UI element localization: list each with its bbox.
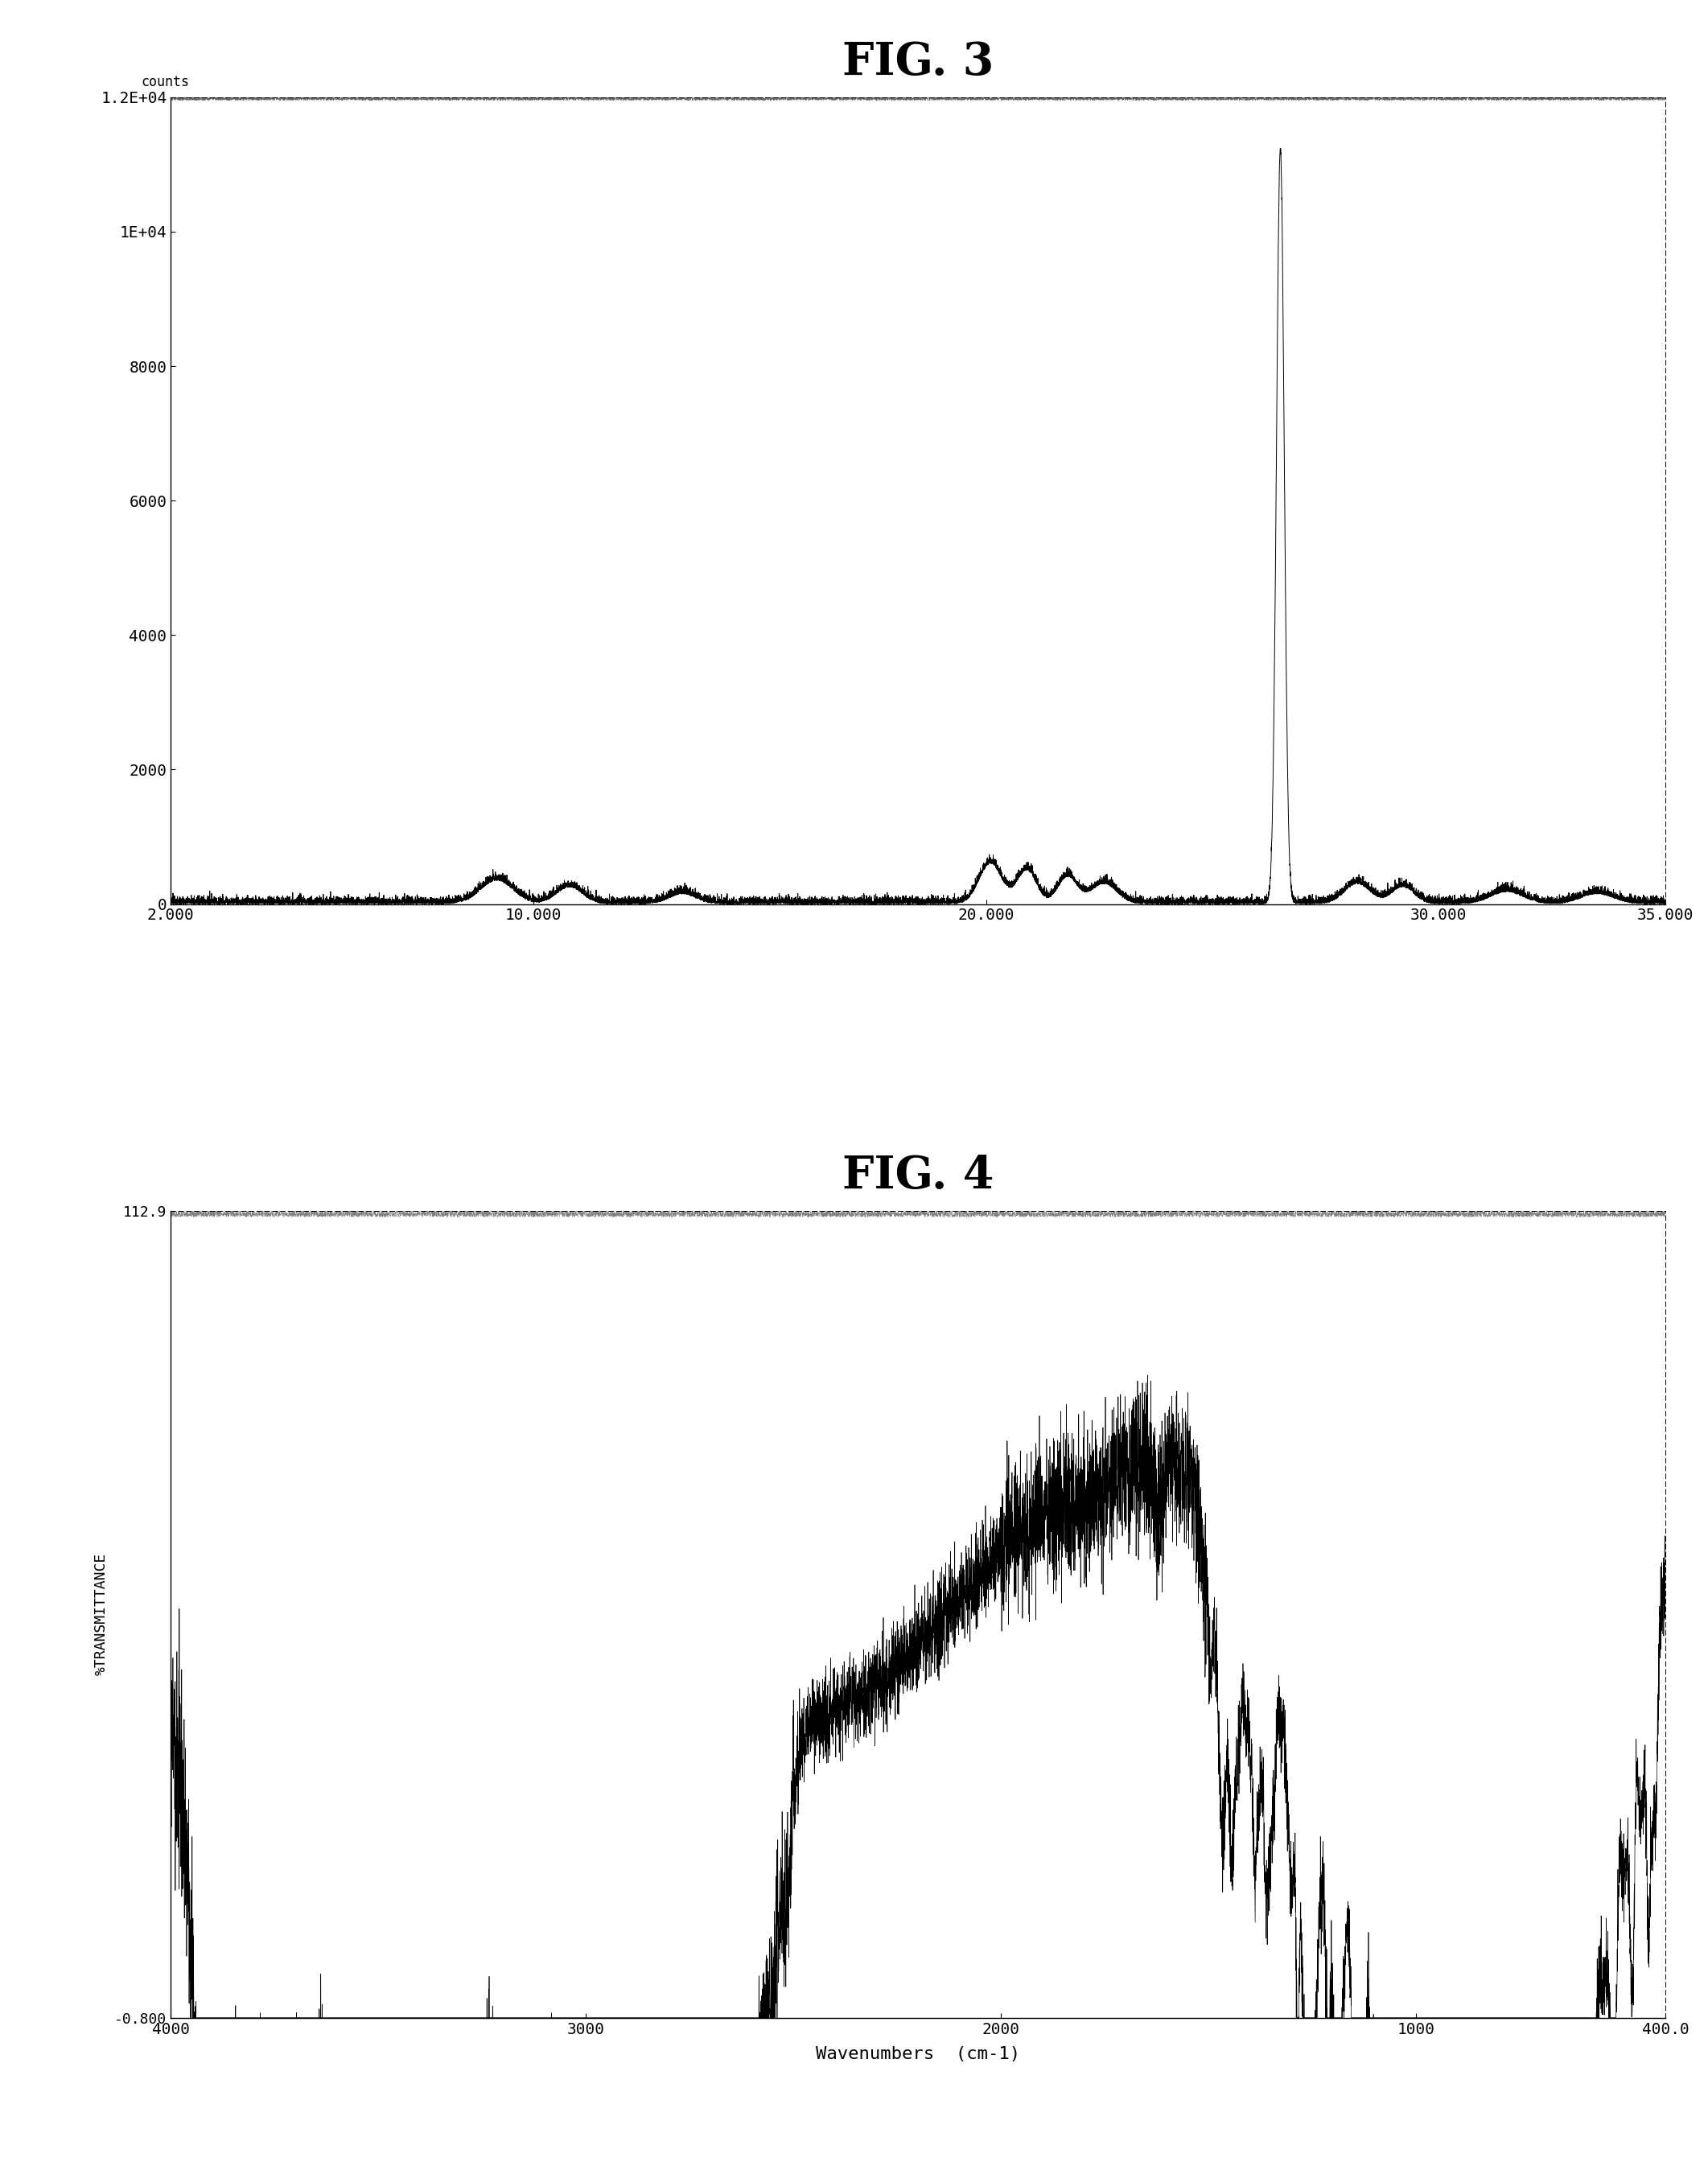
- Title: FIG. 4: FIG. 4: [842, 1155, 994, 1198]
- Title: FIG. 3: FIG. 3: [842, 41, 994, 84]
- X-axis label: Wavenumbers  (cm-1): Wavenumbers (cm-1): [816, 2046, 1020, 2061]
- Y-axis label: %TRANSMITTANCE: %TRANSMITTANCE: [94, 1554, 109, 1675]
- Text: counts: counts: [140, 76, 190, 88]
